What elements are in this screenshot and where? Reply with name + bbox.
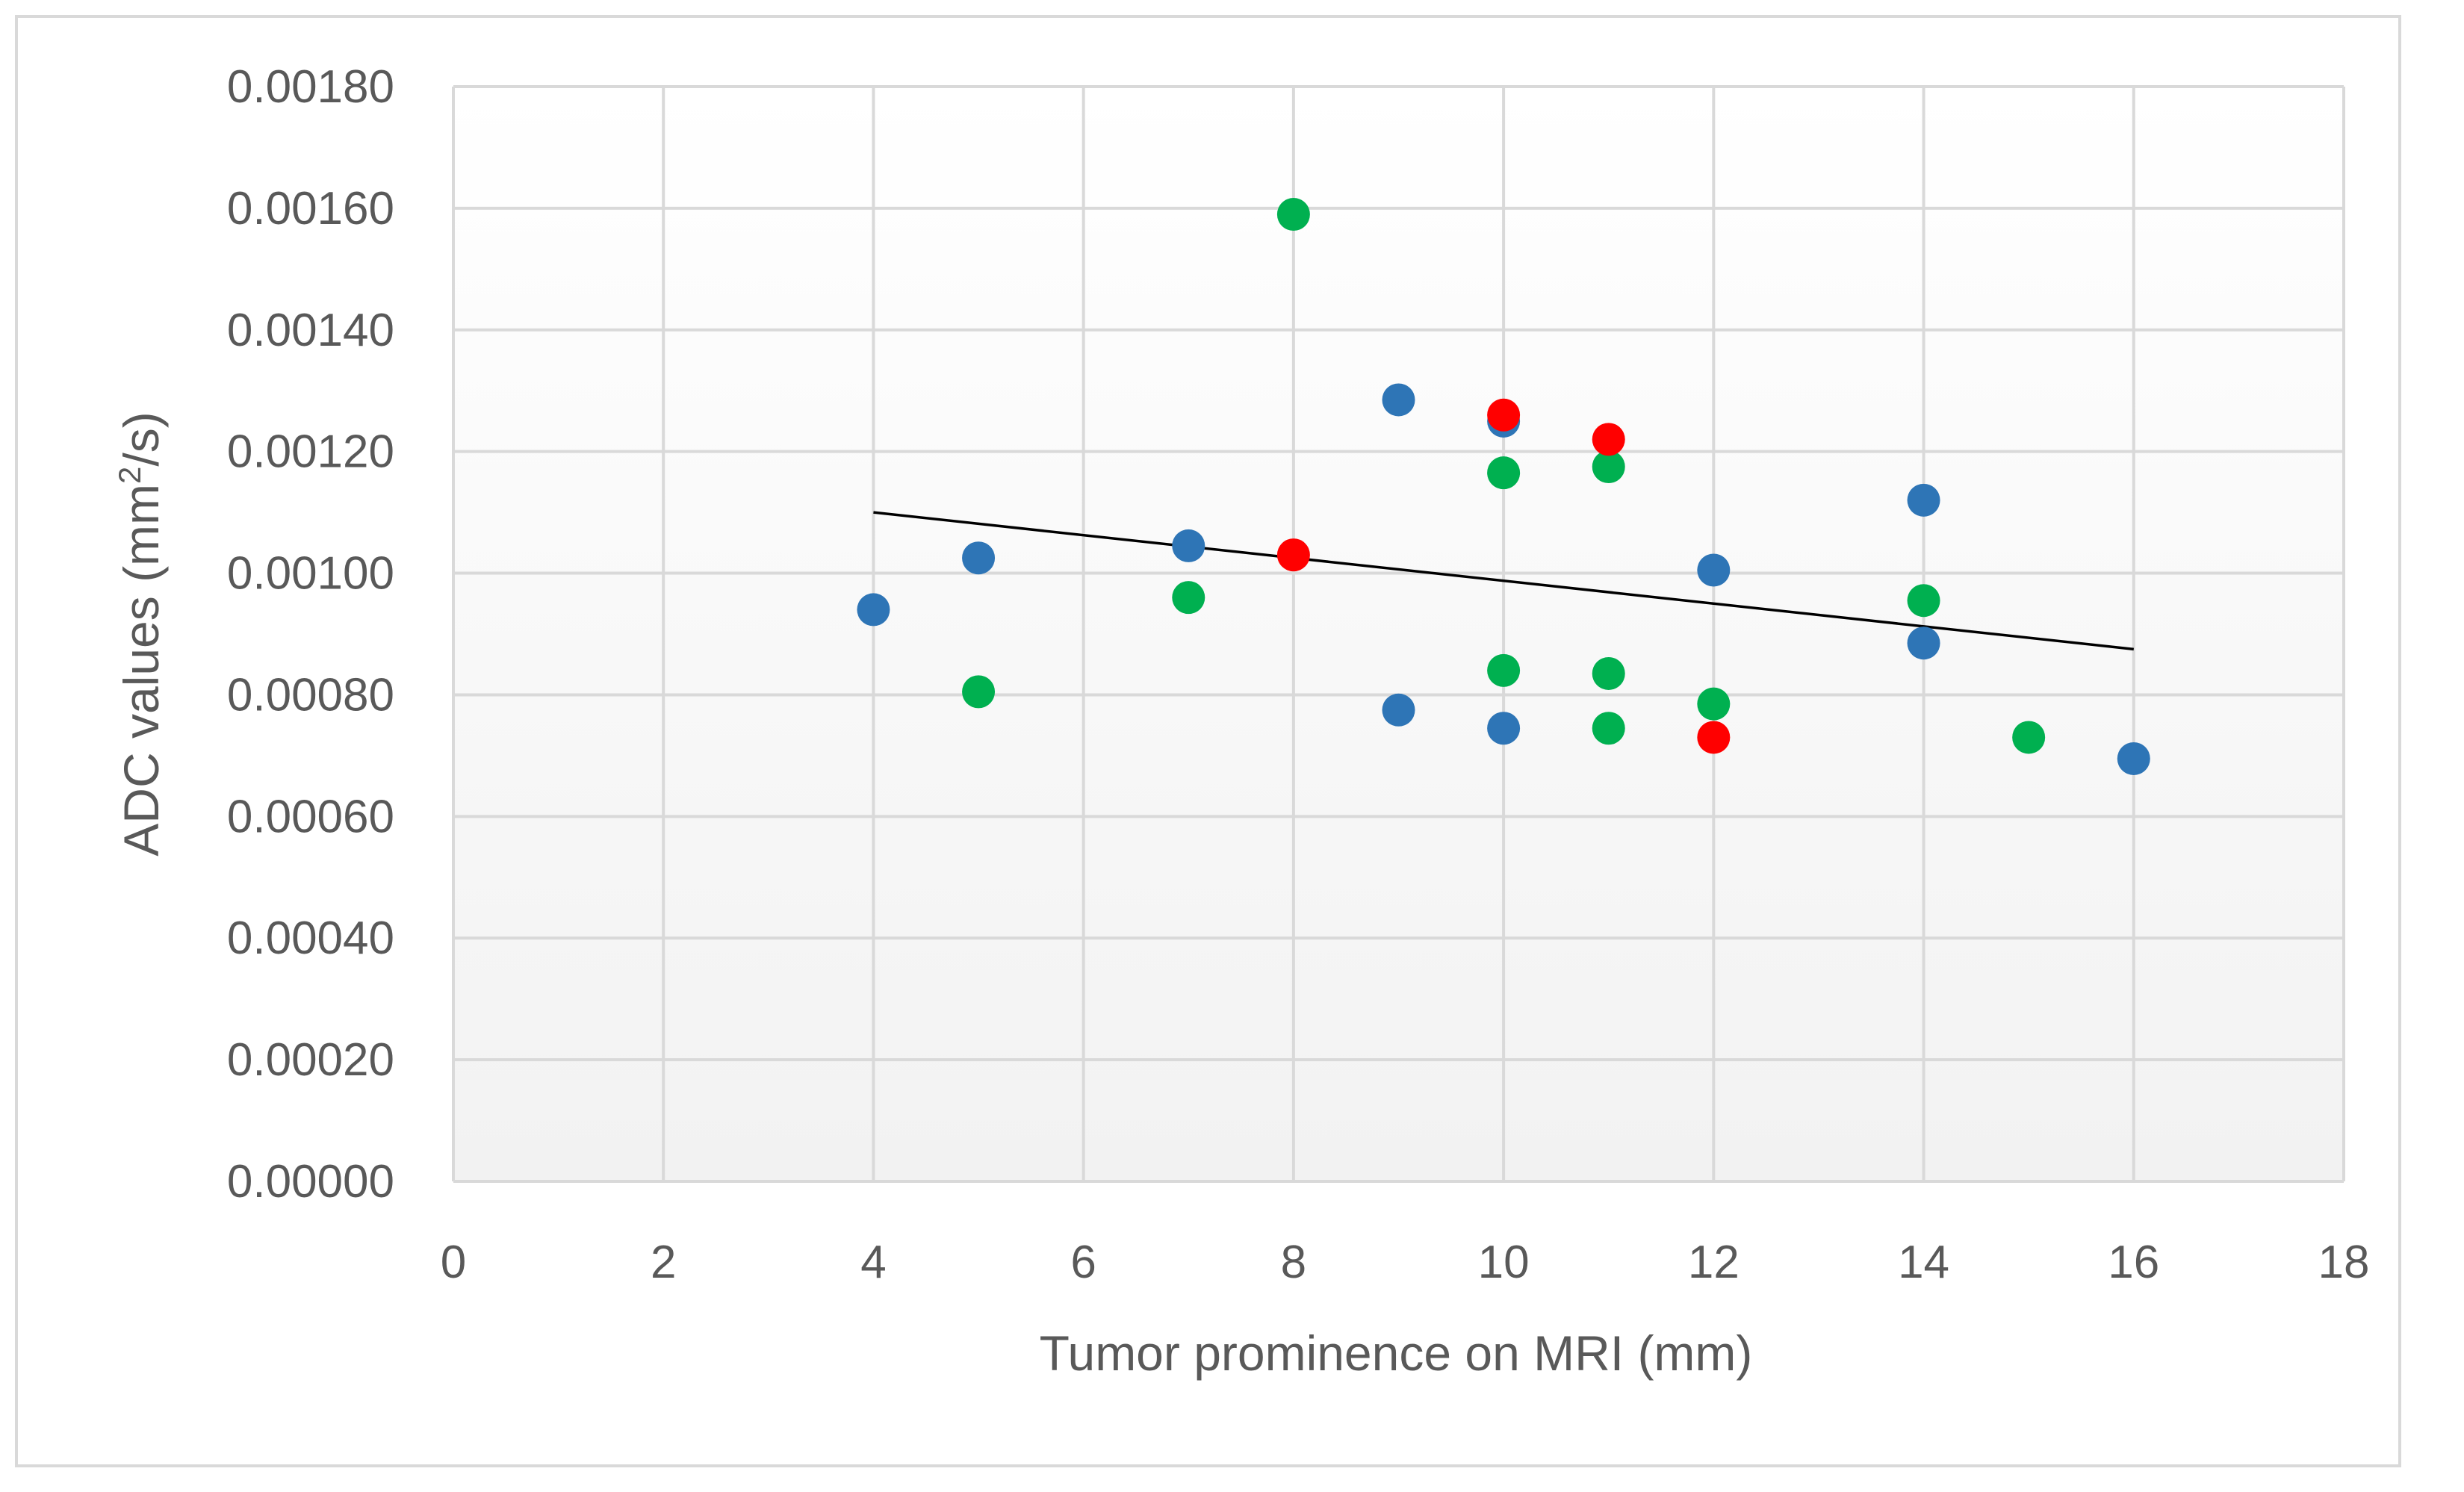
x-tick-label: 18 — [2318, 1237, 2370, 1288]
data-point-green — [1697, 687, 1731, 721]
y-axis-ticks: 0.00000 0.00020 0.00040 0.00060 0.00080 0.001… — [227, 61, 394, 1207]
y-tick-label: 0.00160 — [227, 183, 394, 234]
y-axis-title-tail: /s) — [114, 411, 169, 466]
data-point-red — [1697, 721, 1731, 754]
plot-area — [453, 87, 2344, 1181]
x-tick-label: 8 — [1281, 1237, 1306, 1288]
data-point-green — [962, 675, 996, 709]
y-tick-label: 0.00000 — [227, 1156, 394, 1207]
y-axis-title-sup: 2 — [112, 467, 147, 484]
data-point-green — [1276, 198, 1310, 231]
data-point-green — [1592, 450, 1625, 484]
y-tick-label: 0.00120 — [227, 426, 394, 478]
data-point-blue — [1172, 529, 1205, 562]
x-tick-label: 4 — [860, 1237, 886, 1288]
x-tick-label: 0 — [441, 1237, 466, 1288]
x-tick-label: 6 — [1070, 1237, 1096, 1288]
y-tick-label: 0.00180 — [227, 61, 394, 113]
x-tick-label: 2 — [651, 1237, 676, 1288]
data-point-green — [2012, 721, 2046, 754]
data-point-blue — [2117, 742, 2150, 775]
data-point-blue — [1907, 627, 1940, 660]
data-point-blue — [1487, 712, 1521, 745]
data-point-red — [1592, 423, 1625, 456]
data-point-blue — [962, 541, 996, 575]
y-tick-label: 0.00040 — [227, 913, 394, 964]
data-point-red — [1276, 538, 1310, 572]
x-axis-title: Tumor prominence on MRI (mm) — [1040, 1325, 1753, 1381]
data-point-blue — [857, 593, 890, 627]
y-tick-label: 0.00020 — [227, 1034, 394, 1086]
x-tick-label: 14 — [1898, 1237, 1949, 1288]
data-point-green — [1487, 456, 1521, 490]
x-tick-label: 16 — [2108, 1237, 2159, 1288]
data-point-blue — [1697, 553, 1731, 587]
data-point-blue — [1382, 383, 1415, 417]
data-point-green — [1172, 581, 1205, 615]
y-tick-label: 0.00100 — [227, 548, 394, 600]
data-point-green — [1592, 712, 1625, 745]
x-tick-label: 10 — [1478, 1237, 1530, 1288]
data-point-green — [1907, 584, 1940, 618]
data-point-red — [1487, 398, 1521, 432]
data-point-blue — [1382, 693, 1415, 727]
y-axis-title-main: ADC values (mm — [114, 484, 169, 857]
data-point-green — [1592, 656, 1625, 690]
y-tick-label: 0.00140 — [227, 305, 394, 356]
data-point-green — [1487, 653, 1521, 687]
data-point-blue — [1907, 483, 1940, 517]
y-axis-title: ADC values (mm2/s) — [112, 411, 169, 856]
trendline — [873, 511, 2134, 651]
y-tick-label: 0.00080 — [227, 669, 394, 721]
x-axis-ticks: 0 2 4 6 8 10 12 14 16 18 — [441, 1237, 2370, 1288]
x-tick-label: 12 — [1688, 1237, 1740, 1288]
data-points — [857, 198, 2150, 775]
y-tick-label: 0.00060 — [227, 791, 394, 842]
